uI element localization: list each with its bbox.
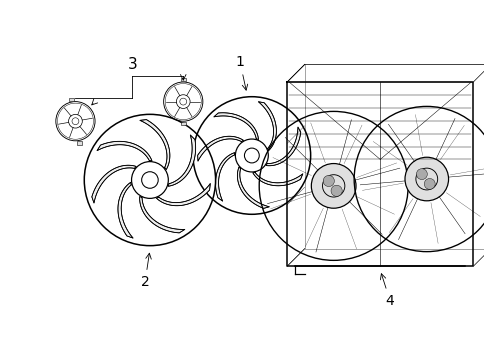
Polygon shape [213,113,258,139]
Polygon shape [140,197,184,233]
Polygon shape [168,135,195,186]
Polygon shape [97,141,152,161]
Bar [181,78,185,81]
Circle shape [330,185,342,196]
Polygon shape [140,120,169,170]
Bar [69,98,74,102]
Polygon shape [118,182,133,238]
Circle shape [311,163,355,208]
Text: 4: 4 [380,274,394,308]
Circle shape [323,175,334,186]
Polygon shape [92,165,136,203]
Text: 1: 1 [235,55,247,90]
Polygon shape [215,153,234,201]
Circle shape [416,169,427,180]
Polygon shape [265,127,300,166]
Polygon shape [258,102,276,151]
Polygon shape [237,167,269,208]
Circle shape [404,157,447,201]
Polygon shape [156,184,210,206]
Polygon shape [197,136,243,161]
Polygon shape [252,172,302,186]
Text: 2: 2 [141,253,151,289]
Text: 3: 3 [127,57,137,72]
Circle shape [424,179,434,189]
Bar [77,141,81,145]
Bar [181,122,185,125]
